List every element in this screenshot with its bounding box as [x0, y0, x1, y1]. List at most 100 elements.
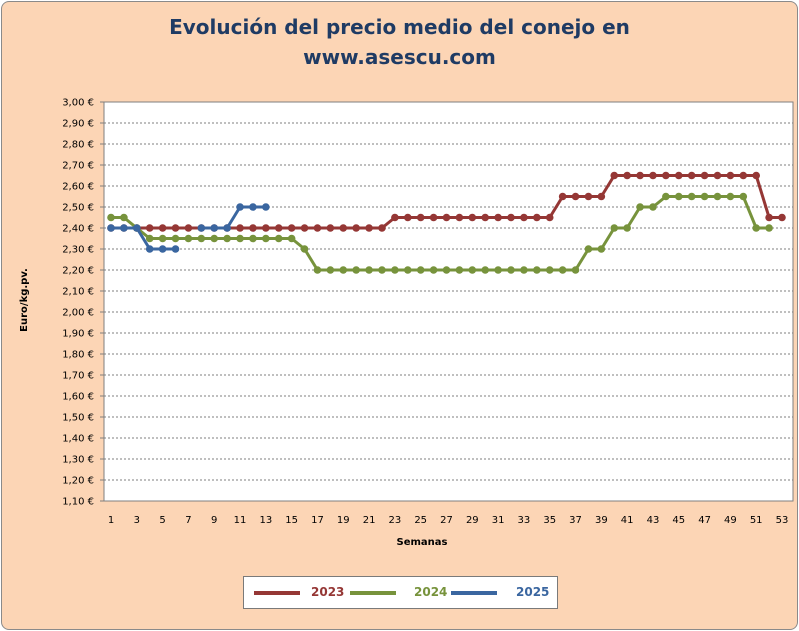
data-point-2024 [713, 192, 722, 201]
data-point-2024 [442, 266, 451, 274]
data-point-2023 [545, 213, 554, 222]
y-tick-label: 2,80 € [62, 140, 94, 151]
data-point-2024 [520, 266, 528, 274]
y-tick-label: 2,00 € [62, 308, 94, 319]
data-point-2023 [313, 224, 322, 232]
y-tick-label: 1,40 € [62, 434, 94, 445]
x-tick-label: 31 [492, 515, 505, 526]
data-point-2024 [171, 234, 180, 243]
data-point-2024 [507, 266, 515, 274]
data-point-2023 [533, 213, 541, 222]
y-tick-label: 1,60 € [62, 392, 94, 403]
data-point-2023 [662, 171, 670, 180]
x-tick-label: 53 [776, 515, 789, 526]
data-point-2024 [481, 266, 490, 274]
data-point-2023 [623, 171, 631, 180]
data-point-2024 [739, 192, 748, 201]
data-point-2023 [339, 224, 348, 232]
y-axis-label: Euro/kg.pv. [19, 268, 30, 332]
data-point-2024 [158, 234, 167, 243]
x-tick-label: 39 [595, 515, 608, 526]
data-point-2024 [468, 266, 477, 274]
data-point-2023 [326, 224, 335, 232]
data-point-2024 [365, 266, 373, 274]
x-tick-label: 3 [134, 515, 140, 526]
data-point-2024 [610, 224, 619, 232]
data-point-2023 [236, 224, 244, 232]
legend-swatch-2025 [451, 591, 497, 595]
y-tick-label: 1,80 € [62, 350, 94, 361]
data-point-2024 [636, 203, 644, 211]
data-point-2024 [429, 266, 438, 274]
x-tick-label: 13 [259, 515, 272, 526]
data-point-2024 [687, 192, 696, 201]
data-point-2024 [378, 266, 386, 274]
data-point-2023 [687, 171, 696, 180]
data-point-2024 [662, 192, 670, 201]
data-point-2024 [674, 192, 683, 201]
data-point-2025 [249, 203, 257, 211]
data-point-2023 [468, 213, 477, 222]
data-point-2023 [520, 213, 528, 222]
data-point-2023 [636, 171, 644, 180]
data-point-2024 [765, 224, 773, 232]
data-point-2024 [107, 213, 115, 222]
data-point-2023 [429, 213, 438, 222]
data-point-2024 [584, 245, 593, 253]
data-point-2023 [287, 224, 296, 232]
data-point-2024 [416, 266, 425, 274]
x-tick-label: 21 [363, 515, 376, 526]
x-tick-label: 5 [159, 515, 165, 526]
data-point-2024 [326, 266, 335, 274]
x-tick-label: 51 [750, 515, 763, 526]
x-tick-label: 25 [414, 515, 427, 526]
data-point-2023 [249, 224, 257, 232]
data-point-2023 [571, 192, 580, 201]
data-point-2025 [197, 224, 206, 232]
data-point-2023 [300, 224, 309, 232]
x-axis: 1 3 5 7 9 11 13 15 17 19 21 23 25 27 29 31 33 35 37 39 41 43 4… [108, 515, 789, 526]
y-tick-label: 1,30 € [62, 455, 94, 466]
legend-swatch-2024 [350, 591, 396, 595]
x-tick-label: 7 [185, 515, 191, 526]
data-point-2023 [752, 171, 760, 180]
data-point-2024 [300, 245, 309, 253]
y-tick-label: 3,00 € [62, 98, 94, 109]
data-point-2024 [120, 213, 128, 222]
data-point-2024 [274, 234, 283, 243]
data-point-2023 [158, 224, 167, 232]
x-tick-label: 47 [698, 515, 711, 526]
y-axis: 1,10 € 1,20 € 1,30 € 1,40 € 1,50 € 1,60 € 1,70… [62, 98, 104, 508]
data-point-2023 [145, 224, 154, 232]
x-tick-label: 29 [466, 515, 479, 526]
data-point-2024 [313, 266, 322, 274]
data-point-2024 [249, 234, 257, 243]
x-tick-label: 11 [234, 515, 247, 526]
data-point-2024 [649, 203, 657, 211]
legend: 2023 2024 2025 [243, 576, 558, 609]
data-point-2023 [378, 224, 386, 232]
data-point-2024 [403, 266, 412, 274]
data-point-2023 [494, 213, 502, 222]
data-point-2024 [623, 224, 631, 232]
y-tick-label: 2,40 € [62, 224, 94, 235]
x-tick-label: 41 [621, 515, 634, 526]
data-point-2023 [507, 213, 515, 222]
data-point-2023 [352, 224, 360, 232]
data-point-2024 [145, 234, 154, 243]
data-point-2023 [610, 171, 619, 180]
data-point-2023 [597, 192, 606, 201]
x-tick-label: 33 [518, 515, 531, 526]
legend-swatch-2023 [254, 591, 300, 595]
data-point-2023 [171, 224, 180, 232]
data-point-2024 [726, 192, 735, 201]
data-point-2023 [584, 192, 593, 201]
data-point-2025 [223, 224, 231, 232]
data-point-2024 [197, 234, 206, 243]
data-point-2024 [223, 234, 231, 243]
chart-title: Evolución del precio medio del conejo en… [0, 12, 799, 72]
x-tick-label: 15 [285, 515, 298, 526]
data-point-2024 [352, 266, 360, 274]
data-point-2024 [494, 266, 502, 274]
y-tick-label: 1,20 € [62, 476, 94, 487]
